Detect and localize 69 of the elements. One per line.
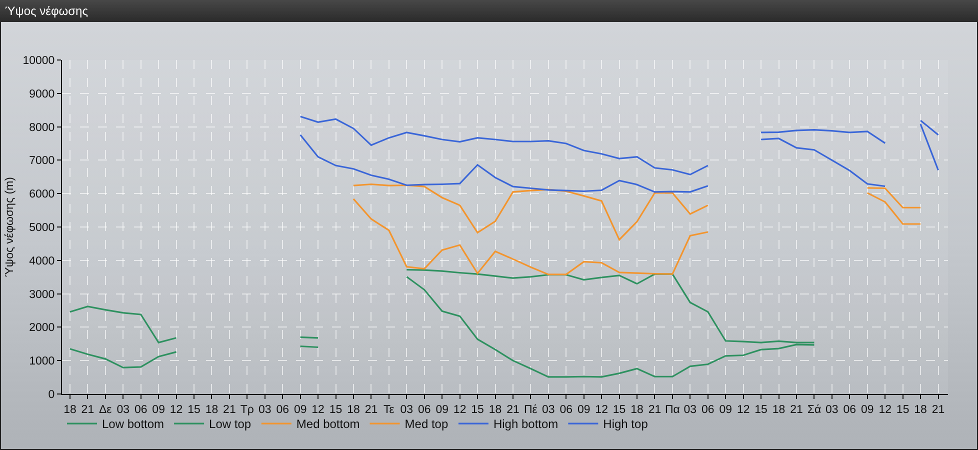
legend-label: Low top [209, 417, 252, 432]
y-axis-title: Ύψος νέφωσης (m) [4, 176, 16, 277]
x-tick-label: 12 [453, 404, 466, 416]
x-tick-label: 09 [152, 404, 165, 416]
x-tick-label: 09 [719, 404, 732, 416]
x-tick-label: 21 [790, 404, 803, 416]
y-tick-label: 2000 [29, 322, 55, 334]
y-tick-label: 10000 [22, 55, 55, 68]
x-tick-label: 12 [736, 404, 750, 416]
x-tick-label: 21 [932, 404, 945, 416]
x-tick-label: 15 [896, 404, 910, 416]
x-tick-label: 09 [577, 404, 590, 416]
legend-label: Low bottom [102, 417, 164, 432]
x-tick-label: Πα [664, 404, 680, 416]
y-tick-label: 7000 [29, 155, 55, 168]
x-tick-label: 06 [418, 404, 431, 416]
x-tick-label: 12 [312, 404, 324, 416]
x-tick-label: 06 [843, 404, 856, 416]
x-tick-label: 18 [64, 404, 76, 416]
x-tick-label: 09 [860, 404, 874, 416]
legend-label: Med bottom [296, 417, 360, 432]
y-tick-label: 8000 [29, 122, 55, 134]
x-tick-label: 18 [630, 404, 644, 416]
x-tick-label: Τρ [240, 404, 254, 416]
y-tick-label: 5000 [29, 222, 55, 234]
x-tick-label: 18 [772, 404, 786, 416]
x-tick-label: 09 [294, 404, 307, 416]
x-tick-label: 12 [170, 404, 183, 416]
y-tick-label: 0 [48, 389, 55, 402]
legend-label: High top [603, 417, 648, 432]
x-tick-label: 03 [116, 404, 130, 416]
x-tick-label: 18 [205, 404, 218, 416]
y-tick-label: 4000 [29, 255, 55, 268]
y-tick-label: 6000 [29, 188, 55, 201]
x-tick-label: 18 [488, 404, 502, 416]
x-tick-label: 21 [81, 404, 94, 416]
x-tick-label: 06 [134, 404, 148, 416]
x-tick-label: 12 [878, 404, 892, 416]
x-tick-label: 06 [276, 404, 290, 416]
x-tick-label: Τε [383, 404, 394, 416]
x-tick-label: 03 [826, 404, 838, 416]
y-tick-label: 9000 [29, 88, 55, 100]
x-tick-label: 15 [329, 404, 342, 416]
x-tick-label: 21 [506, 404, 520, 416]
x-tick-label: Σά [807, 404, 822, 416]
x-tick-label: 06 [701, 404, 714, 416]
x-tick-label: 03 [542, 404, 555, 416]
x-tick-label: 15 [612, 404, 626, 416]
legend-label: High bottom [493, 417, 558, 432]
legend-label: Med top [404, 417, 448, 432]
x-tick-label: 03 [258, 404, 272, 416]
x-tick-label: Δε [99, 404, 112, 416]
x-tick-label: 21 [364, 404, 378, 416]
x-tick-label: 03 [400, 404, 414, 416]
x-tick-label: 15 [754, 404, 768, 416]
chart-title: Ύψος νέφωσης [5, 4, 88, 18]
x-tick-label: 18 [914, 404, 927, 416]
y-tick-label: 1000 [29, 356, 55, 368]
x-tick-label: 15 [471, 404, 484, 416]
x-tick-label: 12 [595, 404, 608, 416]
x-tick-label: 21 [648, 404, 662, 416]
x-tick-label: 21 [223, 404, 236, 416]
x-tick-label: 03 [684, 404, 697, 416]
x-tick-label: Πέ [524, 404, 538, 416]
x-tick-label: 18 [347, 404, 360, 416]
x-tick-label: 06 [560, 404, 573, 416]
x-tick-label: 09 [436, 404, 448, 416]
y-tick-label: 3000 [29, 288, 55, 301]
x-tick-label: 15 [188, 404, 200, 416]
